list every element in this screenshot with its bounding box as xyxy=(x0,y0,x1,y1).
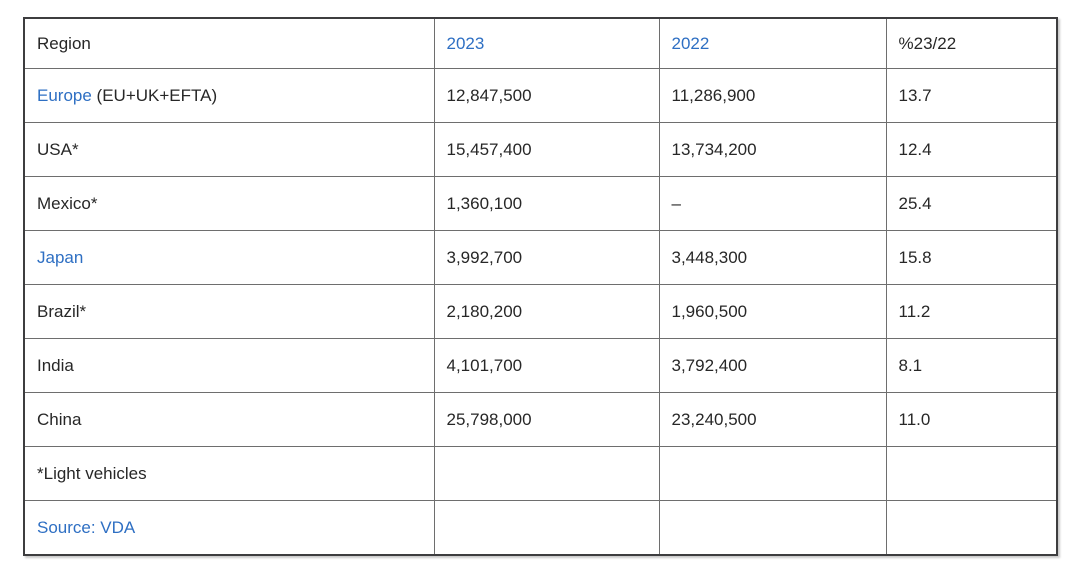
region-cell: USA* xyxy=(23,122,435,177)
empty-cell xyxy=(885,446,1058,501)
table-row-usa: USA* 15,457,400 13,734,200 12.4 xyxy=(23,122,1058,177)
region-cell: Japan xyxy=(23,230,435,285)
value-2023-cell: 15,457,400 xyxy=(433,122,660,177)
empty-cell xyxy=(433,446,660,501)
col-header-2023-link[interactable]: 2023 xyxy=(446,33,485,53)
region-cell: India xyxy=(23,338,435,393)
value-2023-cell: 4,101,700 xyxy=(433,338,660,393)
region-cell: Mexico* xyxy=(23,176,435,231)
table-row-europe: Europe (EU+UK+EFTA) 12,847,500 11,286,90… xyxy=(23,68,1058,123)
value-2022-cell: 13,734,200 xyxy=(658,122,887,177)
table-row-india: India 4,101,700 3,792,400 8.1 xyxy=(23,338,1058,393)
value-2023-cell: 12,847,500 xyxy=(433,68,660,123)
region-link[interactable]: Japan xyxy=(37,247,84,267)
value-2022-cell: 1,960,500 xyxy=(658,284,887,339)
pct-cell: 13.7 xyxy=(885,68,1058,123)
source-link[interactable]: Source: VDA xyxy=(37,517,136,537)
region-text: (EU+UK+EFTA) xyxy=(91,85,218,105)
value-2022-cell: 23,240,500 xyxy=(658,392,887,447)
table-row-brazil: Brazil* 2,180,200 1,960,500 11.2 xyxy=(23,284,1058,339)
empty-cell xyxy=(885,500,1058,556)
pct-cell: 15.8 xyxy=(885,230,1058,285)
source-cell: Source: VDA xyxy=(23,500,435,556)
value-2023-cell: 2,180,200 xyxy=(433,284,660,339)
pct-cell: 8.1 xyxy=(885,338,1058,393)
pct-cell: 12.4 xyxy=(885,122,1058,177)
empty-cell xyxy=(658,446,887,501)
empty-cell xyxy=(658,500,887,556)
region-text: India xyxy=(37,355,74,375)
footnote-text: *Light vehicles xyxy=(37,463,147,483)
vehicle-sales-table-wrap: Region 2023 2022 %23/22 Europe (EU+UK+EF… xyxy=(23,17,1058,556)
value-2023-cell: 25,798,000 xyxy=(433,392,660,447)
value-2022-cell: – xyxy=(658,176,887,231)
table-row-footnote: *Light vehicles xyxy=(23,446,1058,501)
vehicle-sales-table: Region 2023 2022 %23/22 Europe (EU+UK+EF… xyxy=(23,17,1058,556)
value-2022-cell: 3,448,300 xyxy=(658,230,887,285)
value-2022-cell: 3,792,400 xyxy=(658,338,887,393)
region-cell: Brazil* xyxy=(23,284,435,339)
pct-cell: 25.4 xyxy=(885,176,1058,231)
region-cell: Europe (EU+UK+EFTA) xyxy=(23,68,435,123)
table-row-china: China 25,798,000 23,240,500 11.0 xyxy=(23,392,1058,447)
region-text: Mexico* xyxy=(37,193,98,213)
value-2023-cell: 3,992,700 xyxy=(433,230,660,285)
value-2022-cell: 11,286,900 xyxy=(658,68,887,123)
region-text: USA* xyxy=(37,139,79,159)
col-header-pct: %23/22 xyxy=(885,17,1058,69)
region-cell: China xyxy=(23,392,435,447)
pct-cell: 11.0 xyxy=(885,392,1058,447)
region-text: China xyxy=(37,409,82,429)
table-row-source: Source: VDA xyxy=(23,500,1058,556)
footnote-cell: *Light vehicles xyxy=(23,446,435,501)
col-header-pct-label: %23/22 xyxy=(898,33,957,53)
col-header-2022: 2022 xyxy=(658,17,887,69)
table-row-mexico: Mexico* 1,360,100 – 25.4 xyxy=(23,176,1058,231)
empty-cell xyxy=(433,500,660,556)
value-2023-cell: 1,360,100 xyxy=(433,176,660,231)
col-header-2023: 2023 xyxy=(433,17,660,69)
pct-cell: 11.2 xyxy=(885,284,1058,339)
col-header-region: Region xyxy=(23,17,435,69)
col-header-region-label: Region xyxy=(37,33,91,53)
col-header-2022-link[interactable]: 2022 xyxy=(671,33,710,53)
region-link[interactable]: Europe xyxy=(37,85,92,105)
region-text: Brazil* xyxy=(37,301,87,321)
header-row: Region 2023 2022 %23/22 xyxy=(23,17,1058,69)
table-row-japan: Japan 3,992,700 3,448,300 15.8 xyxy=(23,230,1058,285)
